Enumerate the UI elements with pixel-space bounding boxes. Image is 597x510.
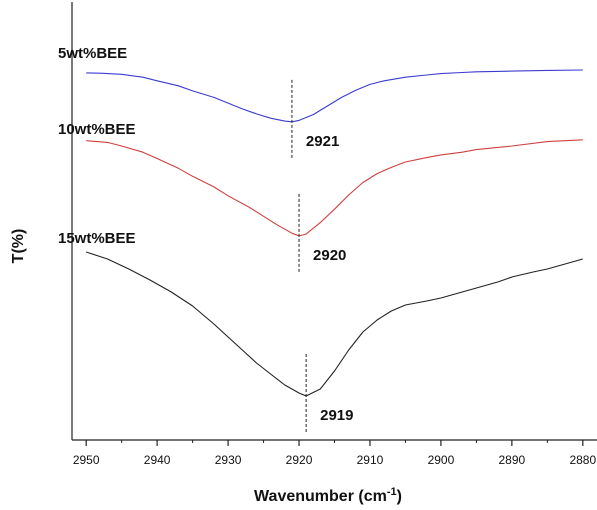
x-tick-label: 2890 <box>499 453 526 467</box>
x-tick-label: 2880 <box>569 453 596 467</box>
x-tick-label: 2950 <box>73 453 100 467</box>
x-tick-label: 2900 <box>428 453 455 467</box>
series-line <box>86 251 583 397</box>
x-tick-label: 2940 <box>144 453 171 467</box>
series-line <box>86 139 583 237</box>
plot-frame <box>71 2 597 441</box>
series-label: 15wt%BEE <box>58 230 136 247</box>
series-label: 5wt%BEE <box>58 45 127 62</box>
x-ticks: 2950 2940 2930 2920 2910 2900 2890 2880 <box>73 440 596 467</box>
x-axis-label: Wavenumber (cm-1) <box>254 486 402 505</box>
x-axis-label-close: ) <box>397 488 402 505</box>
series-labels: 5wt%BEE 10wt%BEE 15wt%BEE <box>58 45 136 247</box>
x-axis-label-superscript: -1 <box>387 486 397 498</box>
peak-annotations: 2921 2920 2919 <box>291 79 353 434</box>
series-lines <box>86 69 583 397</box>
x-axis-label-main: Wavenumber (cm <box>254 488 387 505</box>
x-tick-label: 2930 <box>215 453 242 467</box>
x-tick-label: 2910 <box>357 453 384 467</box>
peak-label: 2920 <box>313 247 346 264</box>
series-label: 10wt%BEE <box>58 121 136 138</box>
peak-label: 2919 <box>320 407 353 424</box>
peak-label: 2921 <box>306 133 339 150</box>
x-tick-label: 2920 <box>286 453 313 467</box>
series-line <box>86 69 583 123</box>
y-axis-label: T(%) <box>10 229 27 264</box>
